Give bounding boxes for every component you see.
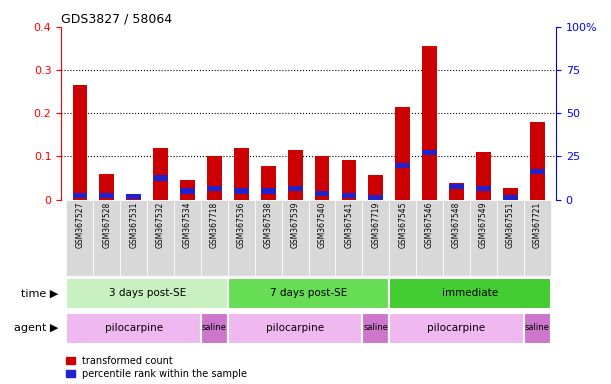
Text: GSM367540: GSM367540 <box>318 202 326 248</box>
FancyBboxPatch shape <box>201 200 228 276</box>
Text: GSM367721: GSM367721 <box>533 202 542 248</box>
Bar <box>530 169 544 174</box>
Text: GSM367531: GSM367531 <box>129 202 138 248</box>
FancyBboxPatch shape <box>120 200 147 276</box>
Bar <box>261 189 276 194</box>
Bar <box>395 162 410 168</box>
FancyBboxPatch shape <box>228 278 389 310</box>
Bar <box>73 193 87 198</box>
Text: saline: saline <box>525 323 550 332</box>
Bar <box>153 148 168 200</box>
Text: time ▶: time ▶ <box>21 289 58 299</box>
Bar <box>207 186 222 192</box>
FancyBboxPatch shape <box>67 200 93 276</box>
Bar <box>100 193 114 198</box>
FancyBboxPatch shape <box>524 200 551 276</box>
FancyBboxPatch shape <box>228 313 362 344</box>
FancyBboxPatch shape <box>255 200 282 276</box>
FancyBboxPatch shape <box>282 200 309 276</box>
Text: GSM367539: GSM367539 <box>291 202 299 248</box>
Text: GSM367548: GSM367548 <box>452 202 461 248</box>
Text: GSM367532: GSM367532 <box>156 202 165 248</box>
Bar <box>368 195 383 200</box>
Bar <box>100 174 114 200</box>
Text: GSM367718: GSM367718 <box>210 202 219 248</box>
Text: 3 days post-SE: 3 days post-SE <box>109 288 186 298</box>
Text: GSM367534: GSM367534 <box>183 202 192 248</box>
Bar <box>180 180 195 200</box>
FancyBboxPatch shape <box>67 313 201 344</box>
Bar <box>234 189 249 194</box>
Text: GSM367719: GSM367719 <box>371 202 380 248</box>
Text: saline: saline <box>364 323 388 332</box>
Legend: transformed count, percentile rank within the sample: transformed count, percentile rank withi… <box>66 356 247 379</box>
Bar <box>422 46 437 200</box>
Text: GSM367545: GSM367545 <box>398 202 407 248</box>
FancyBboxPatch shape <box>201 313 228 344</box>
FancyBboxPatch shape <box>470 200 497 276</box>
FancyBboxPatch shape <box>416 200 443 276</box>
Text: GDS3827 / 58064: GDS3827 / 58064 <box>61 13 172 26</box>
Text: GSM367527: GSM367527 <box>75 202 84 248</box>
FancyBboxPatch shape <box>228 200 255 276</box>
Bar <box>288 150 302 200</box>
FancyBboxPatch shape <box>174 200 201 276</box>
Text: GSM367549: GSM367549 <box>479 202 488 248</box>
Text: pilocarpine: pilocarpine <box>104 323 163 333</box>
FancyBboxPatch shape <box>443 200 470 276</box>
Text: immediate: immediate <box>442 288 498 298</box>
FancyBboxPatch shape <box>497 200 524 276</box>
FancyBboxPatch shape <box>524 313 551 344</box>
FancyBboxPatch shape <box>362 200 389 276</box>
Bar <box>180 189 195 194</box>
Bar <box>342 193 356 198</box>
FancyBboxPatch shape <box>335 200 362 276</box>
Text: GSM367541: GSM367541 <box>345 202 353 248</box>
Bar <box>126 194 141 199</box>
Bar <box>503 195 518 200</box>
Bar <box>315 157 329 200</box>
Bar <box>449 184 464 189</box>
Bar <box>153 175 168 180</box>
Bar <box>207 157 222 200</box>
Text: GSM367528: GSM367528 <box>102 202 111 248</box>
Text: agent ▶: agent ▶ <box>13 323 58 333</box>
FancyBboxPatch shape <box>147 200 174 276</box>
Text: GSM367536: GSM367536 <box>237 202 246 248</box>
Bar <box>476 152 491 200</box>
FancyBboxPatch shape <box>67 278 228 310</box>
Bar <box>395 107 410 200</box>
Text: saline: saline <box>202 323 227 332</box>
Bar <box>261 166 276 200</box>
Text: pilocarpine: pilocarpine <box>428 323 486 333</box>
Text: GSM367538: GSM367538 <box>264 202 273 248</box>
Text: pilocarpine: pilocarpine <box>266 323 324 333</box>
Bar <box>315 190 329 196</box>
Bar <box>476 186 491 192</box>
Bar <box>368 175 383 200</box>
Bar <box>422 149 437 155</box>
FancyBboxPatch shape <box>389 313 524 344</box>
Text: 7 days post-SE: 7 days post-SE <box>270 288 347 298</box>
FancyBboxPatch shape <box>389 200 416 276</box>
FancyBboxPatch shape <box>93 200 120 276</box>
Bar <box>342 159 356 200</box>
Text: GSM367546: GSM367546 <box>425 202 434 248</box>
Text: GSM367551: GSM367551 <box>506 202 515 248</box>
FancyBboxPatch shape <box>309 200 335 276</box>
Bar <box>73 85 87 200</box>
Bar <box>288 186 302 192</box>
FancyBboxPatch shape <box>362 313 389 344</box>
FancyBboxPatch shape <box>389 278 551 310</box>
Bar <box>126 197 141 200</box>
Bar <box>234 148 249 200</box>
Bar <box>503 188 518 200</box>
Bar <box>449 183 464 200</box>
Bar <box>530 122 544 200</box>
